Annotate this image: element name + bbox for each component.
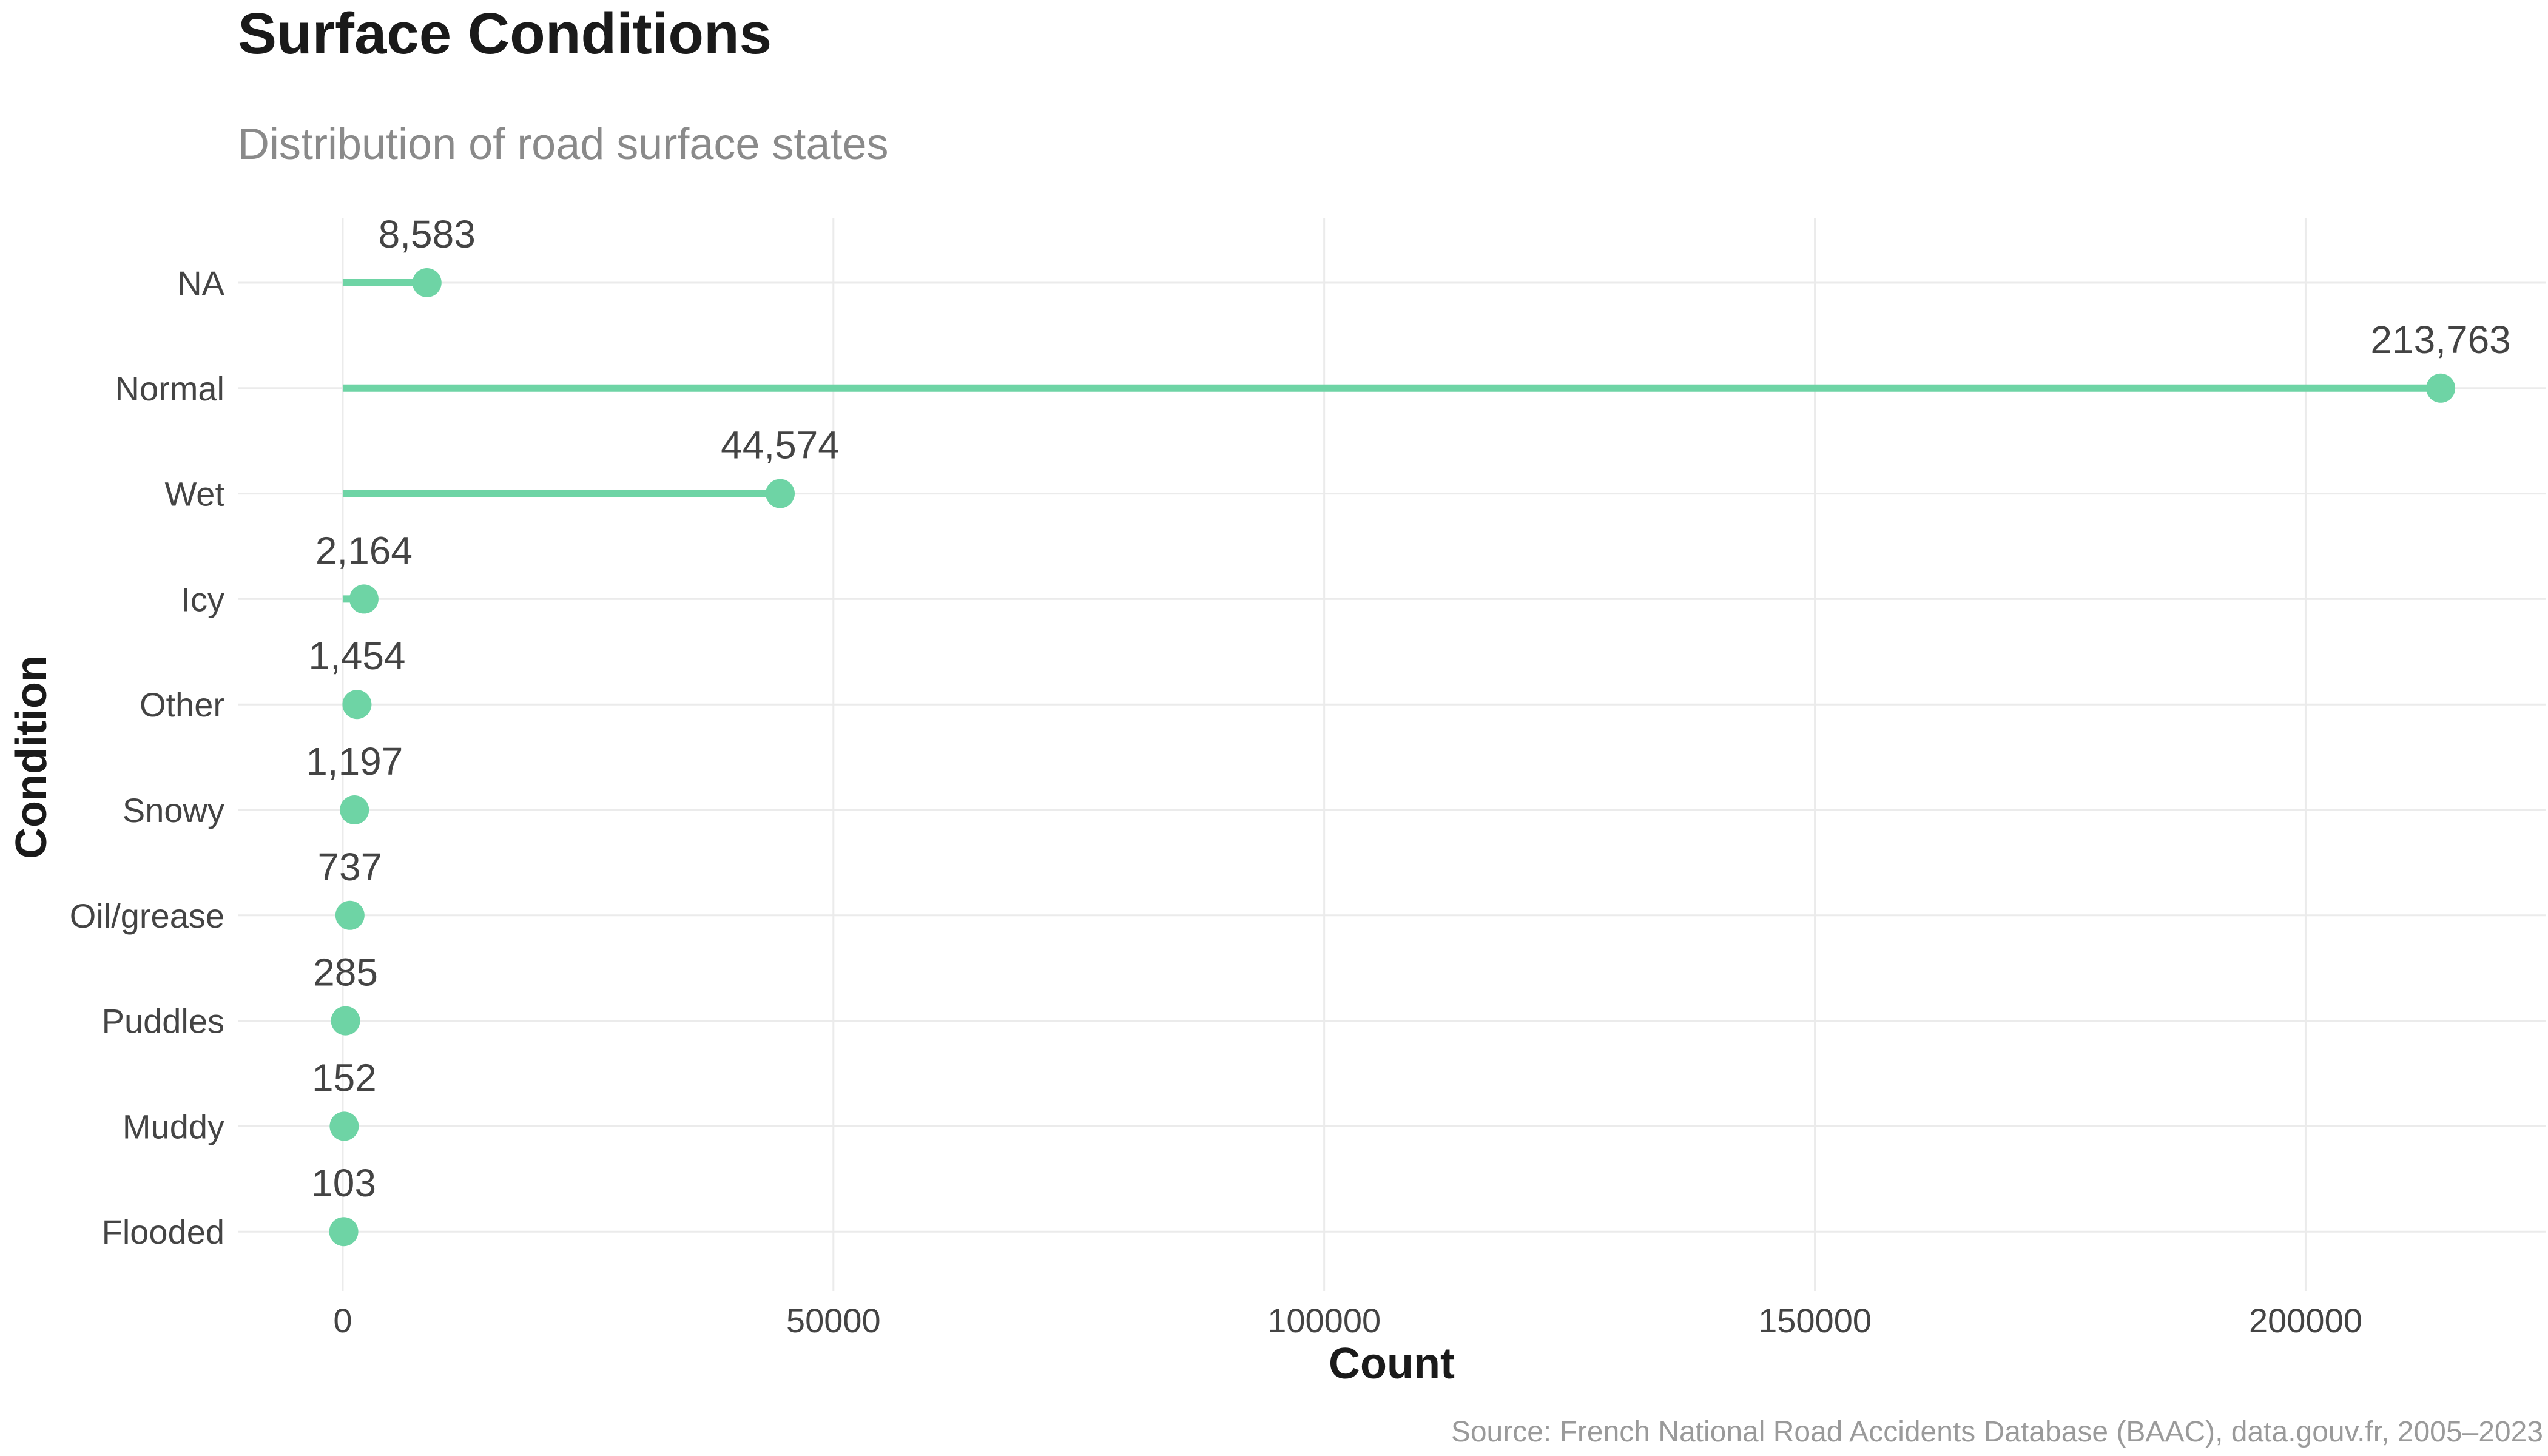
y-axis-tick-labels: NA Normal Wet Icy Other Snowy Oil/grease Puddle…	[70, 264, 225, 1251]
data-label: 1,197	[306, 740, 403, 783]
lollipop-dot	[340, 795, 369, 824]
data-label: 44,574	[721, 423, 840, 467]
x-tick-label: 50000	[786, 1301, 881, 1340]
x-tick-label: 150000	[1758, 1301, 1872, 1340]
lollipop-dot	[766, 479, 795, 508]
y-tick-label: Flooded	[102, 1213, 224, 1251]
data-label: 1,454	[308, 634, 405, 678]
x-axis-title: Count	[1329, 1340, 1455, 1388]
source-caption: Source: French National Road Accidents D…	[1451, 1416, 2543, 1448]
x-tick-label: 0	[333, 1301, 352, 1340]
y-tick-label: Oil/grease	[70, 897, 224, 935]
data-label: 2,164	[315, 528, 413, 572]
lollipop-dot	[329, 1111, 359, 1141]
y-tick-label: Wet	[164, 475, 224, 513]
data-label: 103	[311, 1161, 376, 1205]
data-label: 285	[313, 951, 378, 994]
x-axis-tick-labels: 0 50000 100000 150000 200000	[333, 1301, 2362, 1340]
y-tick-label: Muddy	[123, 1107, 224, 1145]
lollipop-dot	[329, 1217, 359, 1247]
data-labels: 8,583 213,763 44,574 2,164 1,454 1,197 737 285 1…	[306, 212, 2511, 1205]
lollipop-marks	[329, 268, 2456, 1247]
lollipop-dot	[331, 1006, 360, 1036]
data-label: 737	[317, 845, 382, 889]
grid	[238, 218, 2546, 1291]
lollipop-dot	[342, 690, 372, 720]
y-tick-label: NA	[177, 264, 224, 302]
lollipop-dot	[349, 584, 379, 614]
x-tick-label: 200000	[2249, 1301, 2362, 1340]
chart-subtitle: Distribution of road surface states	[238, 120, 889, 169]
lollipop-dot	[2426, 373, 2456, 403]
chart-title: Surface Conditions	[238, 1, 772, 66]
lollipop-dot	[335, 900, 365, 930]
y-tick-label: Puddles	[102, 1002, 224, 1040]
data-label: 8,583	[379, 212, 476, 256]
data-label: 213,763	[2370, 318, 2510, 362]
y-tick-label: Snowy	[123, 791, 224, 829]
data-label: 152	[312, 1056, 377, 1099]
y-tick-label: Normal	[115, 369, 224, 408]
y-tick-label: Icy	[181, 580, 224, 618]
x-tick-label: 100000	[1267, 1301, 1381, 1340]
lollipop-dot	[412, 268, 442, 297]
y-tick-label: Other	[140, 686, 224, 724]
y-axis-title: Condition	[7, 655, 56, 859]
